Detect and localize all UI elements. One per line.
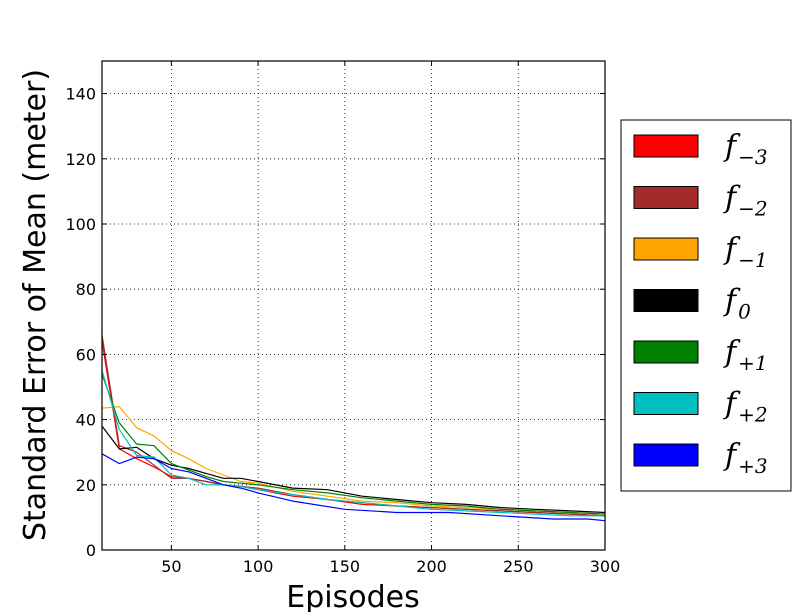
axis-ticks: 50 100 150 200 250 300 0 20 40 60 80 100 120 140 bbox=[65, 61, 620, 576]
x-tick-label: 150 bbox=[330, 557, 361, 576]
x-tick-label: 50 bbox=[161, 557, 181, 576]
y-tick-label: 60 bbox=[76, 345, 96, 364]
series-line-7 bbox=[101, 453, 606, 522]
y-tick-label: 120 bbox=[65, 150, 96, 169]
y-tick-label: 20 bbox=[76, 476, 96, 495]
legend-label-subscript: +3 bbox=[738, 454, 767, 478]
legend-swatch bbox=[633, 340, 699, 364]
series-line-5 bbox=[101, 373, 606, 515]
series-line-2 bbox=[101, 334, 606, 517]
grid-lines bbox=[102, 61, 605, 550]
y-tick-label: 100 bbox=[65, 215, 96, 234]
legend-label: f −2 bbox=[723, 181, 768, 221]
legend-swatch bbox=[633, 392, 699, 415]
legend-label-subscript: −1 bbox=[738, 248, 767, 272]
x-axis-title: Episodes bbox=[286, 580, 419, 612]
legend-items: f −3f −2f −1f 0f +1f +2f +3 bbox=[633, 129, 768, 478]
y-tick-label: 0 bbox=[86, 541, 96, 560]
x-tick-label: 300 bbox=[590, 557, 621, 576]
legend-label-subscript: −2 bbox=[738, 197, 767, 221]
legend-label-subscript: +2 bbox=[738, 403, 767, 427]
y-tick-label: 80 bbox=[76, 280, 96, 299]
y-axis-title: Standard Error of Mean (meter) bbox=[18, 69, 53, 541]
legend-swatch bbox=[633, 443, 699, 467]
legend-label-subscript: −3 bbox=[738, 145, 767, 169]
legend-swatch bbox=[633, 237, 699, 261]
y-tick-label: 140 bbox=[65, 85, 96, 104]
x-tick-label: 200 bbox=[416, 557, 447, 576]
plot-area-frame bbox=[101, 60, 606, 551]
series-lines bbox=[101, 334, 606, 522]
legend-swatch bbox=[633, 186, 699, 209]
legend-label-subscript: +1 bbox=[738, 351, 767, 375]
x-tick-label: 100 bbox=[243, 557, 274, 576]
y-tick-label: 40 bbox=[76, 411, 96, 430]
legend-swatch bbox=[633, 289, 699, 312]
legend-label-subscript: 0 bbox=[738, 300, 751, 324]
legend-swatch bbox=[633, 134, 699, 158]
legend: f −3f −2f −1f 0f +1f +2f +3 bbox=[620, 119, 792, 492]
x-tick-label: 250 bbox=[503, 557, 534, 576]
